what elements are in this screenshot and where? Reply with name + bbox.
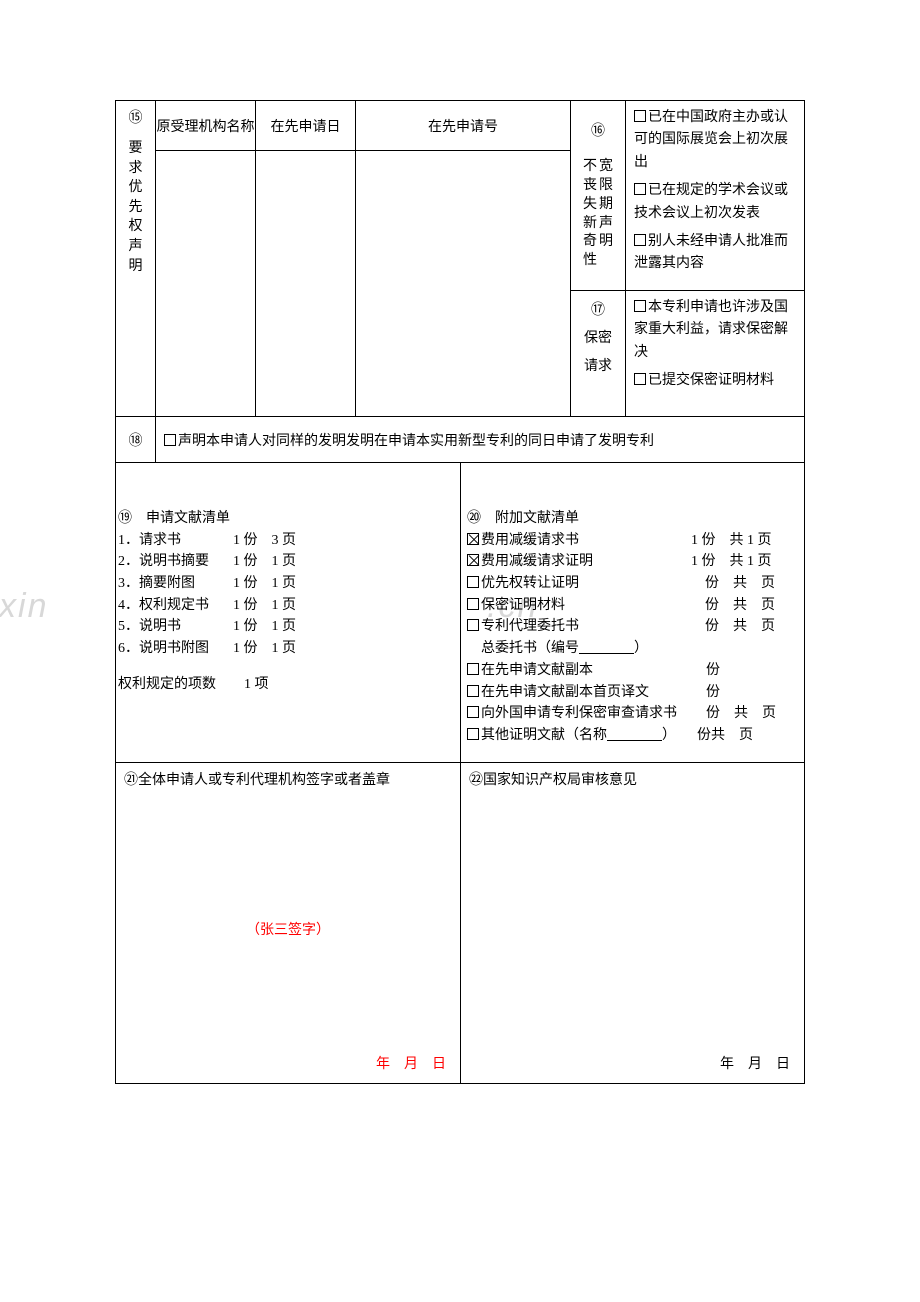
doc-list-row: 4．权利规定书 1 份 1 页 — [118, 595, 458, 617]
section-16: ⑯ 不丧失新奇性 宽限期声明 已在中国政府主办或认可的国际展览会上初次展出 已在… — [571, 101, 804, 291]
checkbox-declaration[interactable] — [164, 434, 176, 446]
attach-list-row: 向外国申请专利保密审查请求书份 共 页 — [467, 703, 798, 725]
doc-list-row: 3．摘要附图 1 份 1 页 — [118, 573, 458, 595]
section-19-title: 申请文献清单 — [146, 511, 230, 526]
checkbox-leak[interactable] — [634, 234, 646, 246]
section-20-title-line: ⑳ 附加文献清单 — [467, 508, 798, 530]
section-22: ㉒国家知识产权局审核意见 年 月 日 — [461, 763, 804, 1083]
section-16-17-block: ⑯ 不丧失新奇性 宽限期声明 已在中国政府主办或认可的国际展览会上初次展出 已在… — [571, 101, 804, 416]
opt-national-interest-text: 本专利申请也许涉及国家重大利益，请求保密解决 — [634, 300, 788, 360]
opt-leak-text: 别人未经申请人批准而泄露其内容 — [634, 234, 788, 271]
cell-prior-date[interactable] — [256, 151, 356, 416]
checkbox-attach[interactable] — [467, 706, 479, 718]
entrust-label: 总委托书（编号 — [481, 641, 579, 656]
attach-list-row: 在先申请文献副本首页译文份 — [467, 682, 798, 704]
opt-exhibition-text: 已在中国政府主办或认可的国际展览会上初次展出 — [634, 110, 788, 170]
attach-list-row: 费用减缓请求书1 份 共 1 页 — [467, 530, 798, 552]
cell-agency[interactable] — [156, 151, 256, 416]
header-prior-date: 在先申请日 — [256, 101, 356, 151]
checkbox-secret-material[interactable] — [634, 373, 646, 385]
section-16-options: 已在中国政府主办或认可的国际展览会上初次展出 已在规定的学术会议或技术会议上初次… — [626, 101, 804, 290]
attach-list-row: 专利代理委托书 份 共 页 — [467, 616, 798, 638]
section-20: .cn ⑳ 附加文献清单 费用减缓请求书1 份 共 1 页费用减缓请求证明1 份… — [461, 463, 804, 762]
checkbox-attach[interactable] — [467, 554, 479, 566]
opt-exhibition: 已在中国政府主办或认可的国际展览会上初次展出 — [634, 107, 796, 174]
entrust-blank[interactable] — [579, 640, 634, 654]
section-15-label: ⑮ 要求优先权声明 — [116, 101, 156, 416]
section-15-header-row: 原受理机构名称 在先申请日 在先申请号 — [156, 101, 571, 151]
header-prior-number: 在先申请号 — [356, 101, 571, 151]
circled-18: ⑱ — [116, 417, 156, 462]
section-17-options: 本专利申请也许涉及国家重大利益，请求保密解决 已提交保密证明材料 — [626, 291, 804, 416]
entrust-line: 总委托书（编号 ） — [467, 638, 798, 660]
section-17-text1: 保密 — [575, 327, 621, 347]
checkbox-exhibition[interactable] — [634, 110, 646, 122]
opt-secret-material: 已提交保密证明材料 — [634, 370, 796, 392]
cell-prior-number[interactable] — [356, 151, 571, 416]
attach-list-row: 优先权转让证明 份 共 页 — [467, 573, 798, 595]
date-21: 年 月 日 — [376, 1053, 446, 1073]
section-21: ㉑全体申请人或专利代理机构签字或者盖章 （张三签字） 年 月 日 — [116, 763, 461, 1083]
circled-16: ⑯ — [583, 120, 613, 140]
other-doc-tail: ） 份共 页 — [662, 728, 753, 743]
section-21-title: 全体申请人或专利代理机构签字或者盖章 — [138, 773, 390, 788]
section-16-label: ⑯ 不丧失新奇性 宽限期声明 — [571, 101, 626, 290]
opt-national-interest: 本专利申请也许涉及国家重大利益，请求保密解决 — [634, 297, 796, 364]
section-15-body — [156, 151, 571, 416]
opt-secret-material-text: 已提交保密证明材料 — [648, 373, 774, 388]
section-18: ⑱ 声明本申请人对同样的发明发明在申请本实用新型专利的同日申请了发明专利 — [116, 417, 804, 463]
circled-22: ㉒ — [469, 773, 483, 788]
opt-conference: 已在规定的学术会议或技术会议上初次发表 — [634, 180, 796, 225]
doc-list-row: 2．说明书摘要 1 份 1 页 — [118, 551, 458, 573]
circled-20: ⑳ — [467, 511, 481, 526]
row-19-20: WWW.zixin ⑲ 申请文献清单 1．请求书 1 份 3 页2．说明书摘要 … — [116, 463, 804, 763]
checkbox-attach[interactable] — [467, 619, 479, 631]
section-15-vertical-text: 要求优先权声明 — [129, 139, 143, 276]
attach-list-row: 保密证明材料 份 共 页 — [467, 595, 798, 617]
row-15-16-17: ⑮ 要求优先权声明 原受理机构名称 在先申请日 在先申请号 ⑯ — [116, 101, 804, 417]
circled-21: ㉑ — [124, 773, 138, 788]
section-19-title-line: ⑲ 申请文献清单 — [118, 508, 458, 530]
section-21-title-line: ㉑全体申请人或专利代理机构签字或者盖章 — [124, 769, 452, 789]
circled-17: ⑰ — [575, 299, 621, 319]
section-17-text2: 请求 — [575, 355, 621, 375]
checkbox-attach[interactable] — [467, 533, 479, 545]
section-19: WWW.zixin ⑲ 申请文献清单 1．请求书 1 份 3 页2．说明书摘要 … — [116, 463, 461, 762]
section-22-title-line: ㉒国家知识产权局审核意见 — [469, 769, 796, 789]
form-container: ⑮ 要求优先权声明 原受理机构名称 在先申请日 在先申请号 ⑯ — [115, 100, 805, 1084]
circled-19: ⑲ — [118, 511, 132, 526]
signature: （张三签字） — [124, 919, 452, 939]
circled-15: ⑮ — [129, 107, 143, 127]
checkbox-attach[interactable] — [467, 598, 479, 610]
entrust-tail: ） — [634, 641, 648, 656]
section-18-content: 声明本申请人对同样的发明发明在申请本实用新型专利的同日申请了发明专利 — [156, 417, 804, 462]
section-18-text: 声明本申请人对同样的发明发明在申请本实用新型专利的同日申请了发明专利 — [178, 430, 654, 450]
other-doc-blank[interactable] — [607, 727, 662, 741]
opt-conference-text: 已在规定的学术会议或技术会议上初次发表 — [634, 183, 788, 220]
section-22-title: 国家知识产权局审核意见 — [483, 773, 637, 788]
row-21-22: ㉑全体申请人或专利代理机构签字或者盖章 （张三签字） 年 月 日 ㉒国家知识产权… — [116, 763, 804, 1083]
section-17-label: ⑰ 保密 请求 — [571, 291, 626, 416]
attach-list-row: 费用减缓请求证明1 份 共 1 页 — [467, 551, 798, 573]
header-original-agency: 原受理机构名称 — [156, 101, 256, 151]
section-19-footer: 权利规定的项数 1 项 — [118, 674, 458, 696]
opt-leak: 别人未经申请人批准而泄露其内容 — [634, 231, 796, 276]
checkbox-national-interest[interactable] — [634, 300, 646, 312]
doc-list-row: 5．说明书 1 份 1 页 — [118, 616, 458, 638]
other-doc-line: 其他证明文献（名称 ） 份共 页 — [467, 725, 798, 747]
checkbox-attach[interactable] — [467, 663, 479, 675]
section-17: ⑰ 保密 请求 本专利申请也许涉及国家重大利益，请求保密解决 已提交保密证明材料 — [571, 291, 804, 416]
checkbox-attach[interactable] — [467, 685, 479, 697]
other-doc-label: 其他证明文献（名称 — [481, 728, 607, 743]
checkbox-other-doc[interactable] — [467, 728, 479, 740]
checkbox-conference[interactable] — [634, 183, 646, 195]
attach-list-row: 在先申请文献副本份 — [467, 660, 798, 682]
doc-list-row: 6．说明书附图 1 份 1 页 — [118, 638, 458, 660]
section-15-table: 原受理机构名称 在先申请日 在先申请号 — [156, 101, 571, 416]
date-22: 年 月 日 — [720, 1053, 790, 1073]
section-20-title: 附加文献清单 — [495, 511, 579, 526]
doc-list-row: 1．请求书 1 份 3 页 — [118, 530, 458, 552]
checkbox-attach[interactable] — [467, 576, 479, 588]
